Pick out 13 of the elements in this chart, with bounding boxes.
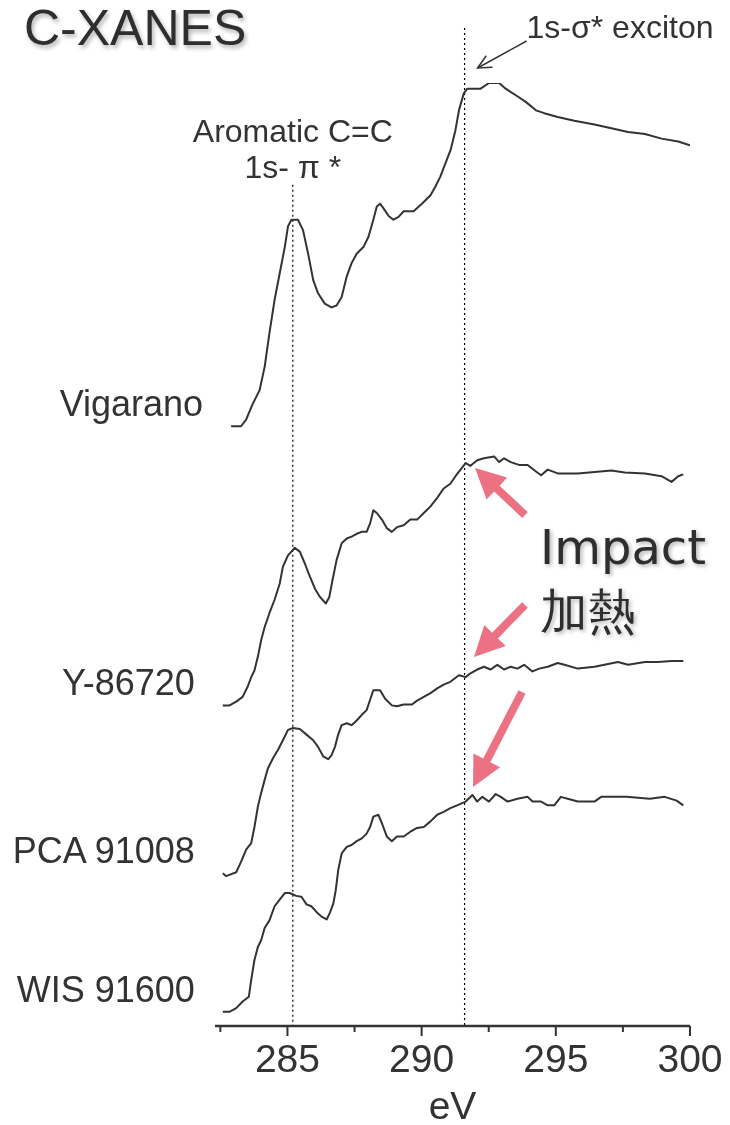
x-axis-title: eV [428,1084,477,1125]
series-label: WIS 91600 [16,968,195,1010]
ref-line-label: 1s-σ* exciton [526,9,714,45]
series-label: PCA 91008 [12,830,195,872]
x-tick-label: 295 [523,1037,589,1080]
chart-title: C-XANES [24,0,247,58]
series-label: Y-86720 [61,662,195,704]
x-tick-label: 290 [389,1037,455,1080]
x-tick-label: 300 [657,1037,723,1080]
ref-line-label: Aromatic C=C 1s- π * [192,112,393,185]
series-label: Vigarano [59,383,204,425]
annotation: Impact 加熱 [540,518,707,641]
x-tick-label: 285 [254,1037,320,1080]
